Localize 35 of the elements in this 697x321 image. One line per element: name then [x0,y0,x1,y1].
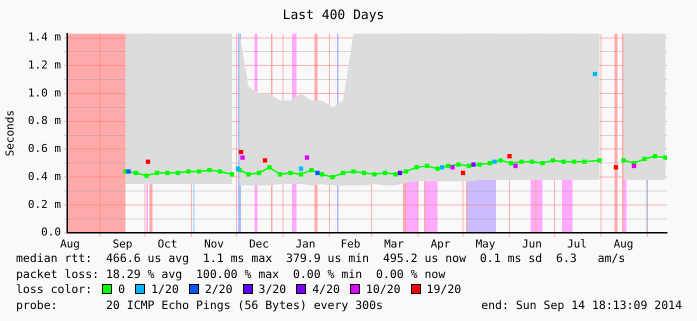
y-tick-label: 0.4 m [28,170,62,183]
legend-label: 0 [118,282,126,296]
text: probe: 20 ICMP Echo Pings (56 Bytes) every 300s [16,298,383,313]
y-tick-label: 0.0 [41,226,61,239]
x-tick-label: Jan [296,237,316,250]
y-tick-label: 0.6 m [28,142,62,156]
y-tick-label: 0.8 m [28,114,62,128]
y-axis-title: Seconds [3,110,16,156]
y-tick-label: 1.4 m [28,30,62,44]
y-tick-label: 0.2 m [28,198,62,211]
legend-title: loss color: [16,282,92,296]
legend-label: 2/20 [204,282,233,296]
x-tick-label: Jul [567,237,587,250]
x-tick-label: Nov [204,237,224,250]
legend-label: 10/20 [366,282,401,296]
legend-label: 1/20 [151,282,179,296]
x-tick-label: Feb [340,237,360,250]
y-tick-label: 1.2 m [28,58,62,72]
x-tick-label: Dec [249,237,269,250]
x-tick-label: Aug [614,237,634,250]
x-tick-label: Sep [112,237,132,250]
legend-label: 4/20 [312,282,340,296]
chart-title: Last 400 Days [282,8,384,24]
text: packet loss: 18.29 % avg 100.00 % max 0.00 % min 0.00 % now [16,266,446,282]
legend-label: 3/20 [258,282,286,296]
text: median rtt: 466.6 us avg 1.1 ms max 379.9 us min 495.2 us now 0.1 ms sd 6.3 am/s [16,251,626,266]
x-tick-label: May [476,237,496,250]
x-tick-label: Apr [430,237,451,250]
text: end: Sun Sep 14 18:13:09 2014 [481,298,682,313]
x-tick-label: Jun [522,237,542,250]
x-tick-label: Oct [158,237,178,250]
x-tick-label: Mar [384,237,404,250]
y-tick-label: 1.0 m [28,86,62,100]
legend-label: 19/20 [426,282,462,296]
x-tick-label: Aug [60,237,80,250]
